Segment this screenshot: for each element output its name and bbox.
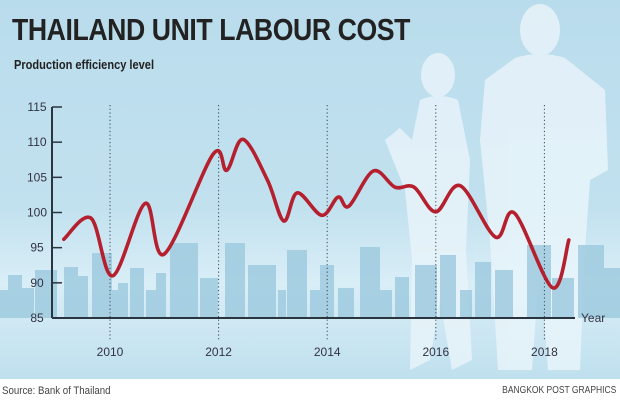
x-tick-label: 2018 [531,345,558,359]
skyline-building [460,290,472,318]
x-axis-label: Year [581,311,605,325]
skyline-building [495,270,513,318]
skyline-building [248,265,276,318]
x-tick-label: 2010 [97,345,124,359]
skyline-building [278,290,286,318]
x-tick-label: 2016 [422,345,449,359]
skyline-building [440,255,456,318]
skyline-building [475,262,491,318]
y-tick-label: 105 [27,170,47,184]
x-tick-label: 2014 [314,345,341,359]
y-tick-label: 95 [30,241,44,255]
chart-subtitle: Production efficiency level [14,57,155,72]
skyline-building [0,290,10,318]
skyline-building [130,268,144,318]
skyline-building [146,290,156,318]
skyline-building [64,267,78,318]
skyline-building [578,245,604,318]
skyline-building [338,288,354,318]
chart-title: THAILAND UNIT LABOUR COST [12,12,411,47]
skyline-building [200,278,218,318]
skyline-building [112,290,118,318]
y-tick-label: 110 [27,135,46,149]
y-tick-label: 85 [30,311,44,325]
source-note: Source: Bank of Thailand [2,385,111,397]
skyline-building [22,288,34,318]
skyline-building [170,243,198,318]
skyline-building [287,250,307,318]
skyline-building [360,247,380,318]
y-tick-label: 100 [27,206,47,220]
data-points [63,139,569,288]
skyline-building [552,278,574,318]
skyline-building [415,265,437,318]
city-skyline [0,243,620,318]
skyline-building [118,283,128,318]
skyline-building [310,290,322,318]
y-tick-label: 90 [30,276,44,290]
skyline-building [225,243,245,318]
x-tick-label: 2012 [205,345,232,359]
credit-note: BANGKOK POST GRAPHICS [501,385,616,396]
skyline-building [156,273,166,318]
skyline-building [92,253,112,318]
skyline-building [395,277,409,318]
skyline-building [604,268,620,318]
skyline-building [320,265,334,318]
series-line-unit-labour-cost [62,137,571,290]
skyline-building [380,290,392,318]
skyline-building [8,275,22,318]
skyline-building [76,276,88,318]
y-tick-label: 115 [27,100,46,114]
